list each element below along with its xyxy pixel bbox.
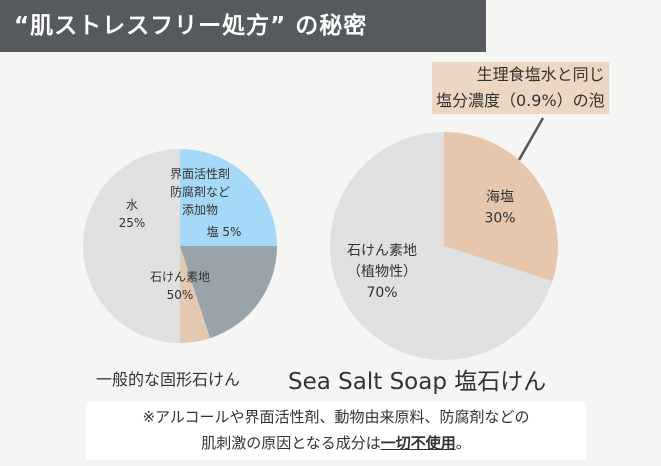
pie1-label-1: 石けん素地 （植物性） 70% <box>347 243 417 301</box>
footnote-end: 。 <box>455 434 471 452</box>
footnote-line-2: 肌刺激の原因となる成分は一切不使用。 <box>86 430 586 456</box>
pie1-label-0-line-0: 海塩 <box>486 190 514 206</box>
pie0-slice-0 <box>180 149 277 246</box>
pie0-slice-1 <box>180 246 277 339</box>
pie-caption-sea-salt: Sea Salt Soap 塩石けん <box>288 369 547 395</box>
footnote-emphasis: 一切不使用 <box>380 434 456 452</box>
callout-line-2: 塩分濃度（0.9%）の泡 <box>436 91 605 110</box>
pie1-label-0: 海塩 30% <box>484 190 515 227</box>
pie0-label-3-line-1: 50% <box>167 288 194 302</box>
pie0-label-1-line-1: 防腐剤など <box>170 184 230 199</box>
pie0-label-0: 水 25% <box>119 198 146 230</box>
header-title: “肌ストレスフリー処方” の秘密 <box>0 0 486 52</box>
pie0-slice-2 <box>180 246 210 343</box>
pie0-label-3: 石けん素地 50% <box>150 270 210 302</box>
pie1-label-0-line-1: 30% <box>484 211 515 227</box>
pie0-label-1-line-0: 界面活性剤 <box>170 166 230 181</box>
pie0-label-0-line-1: 25% <box>119 216 146 230</box>
callout-box: 生理食塩水と同じ 塩分濃度（0.9%）の泡 <box>432 62 609 114</box>
pie1-slice-0 <box>444 132 559 282</box>
pie0-label-2-line-0: 塩 5% <box>207 224 242 239</box>
pie1-slice-1 <box>330 132 553 360</box>
pie0-slice-3 <box>83 149 180 343</box>
pie0-label-3-line-0: 石けん素地 <box>150 270 210 284</box>
pie0-label-1: 界面活性剤防腐剤など添加物 <box>170 166 230 217</box>
footnote-line-1: ※アルコールや界面活性剤、動物由来原料、防腐剤などの <box>142 408 530 426</box>
pie-caption-regular: 一般的な固形石けん <box>96 370 241 389</box>
pie-chart-sea-salt-soap: 海塩 30% 石けん素地 （植物性） 70% <box>330 132 559 360</box>
pie1-label-1-line-1: （植物性） <box>347 264 417 280</box>
footnote-box: ※アルコールや界面活性剤、動物由来原料、防腐剤などの 肌刺激の原因となる成分は一… <box>86 402 586 460</box>
pie0-label-0-line-0: 水 <box>126 198 138 212</box>
callout-pointer <box>517 117 545 161</box>
pie1-label-1-line-0: 石けん素地 <box>347 243 417 259</box>
pie0-label-1-line-2: 添加物 <box>182 203 218 217</box>
footnote-text: 肌刺激の原因となる成分は <box>201 434 381 452</box>
pie0-label-2: 塩 5% <box>207 224 242 239</box>
callout-line-1: 生理食塩水と同じ <box>476 65 605 84</box>
pie1-label-1-line-2: 70% <box>366 285 397 301</box>
